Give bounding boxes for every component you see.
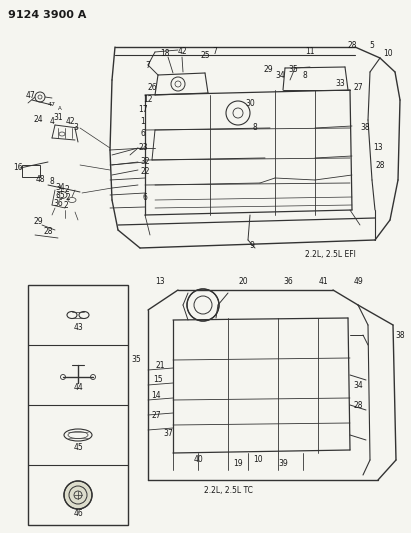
- Text: 35: 35: [288, 66, 298, 75]
- Text: 6: 6: [141, 130, 145, 139]
- Text: 39: 39: [278, 458, 288, 467]
- Text: 15: 15: [153, 376, 163, 384]
- Text: 10: 10: [383, 50, 393, 59]
- Text: 14: 14: [151, 391, 161, 400]
- Text: 5: 5: [369, 42, 374, 51]
- Text: 8: 8: [253, 124, 257, 133]
- Text: 36: 36: [283, 278, 293, 287]
- Text: 47: 47: [48, 101, 56, 107]
- Text: 12: 12: [143, 94, 153, 103]
- Bar: [28, 285, 128, 525]
- Text: 3: 3: [74, 124, 79, 133]
- Text: 49: 49: [353, 278, 363, 287]
- Bar: [22, 165, 40, 177]
- Text: 48: 48: [35, 175, 45, 184]
- Text: 37: 37: [163, 429, 173, 438]
- Text: 25: 25: [200, 51, 210, 60]
- Text: 33: 33: [335, 78, 345, 87]
- Text: 8: 8: [50, 177, 54, 187]
- Text: 7: 7: [212, 47, 217, 56]
- Text: 22: 22: [140, 167, 150, 176]
- Text: 16: 16: [13, 164, 23, 173]
- Text: 28: 28: [347, 42, 357, 51]
- Text: 7: 7: [145, 61, 150, 70]
- Text: 28: 28: [375, 160, 385, 169]
- Text: 34: 34: [353, 381, 363, 390]
- Text: 34: 34: [275, 71, 285, 80]
- Text: 8: 8: [302, 71, 307, 80]
- Text: 23: 23: [138, 143, 148, 152]
- Text: 2.2L, 2.5L EFI: 2.2L, 2.5L EFI: [305, 251, 356, 260]
- Text: 6: 6: [143, 193, 148, 203]
- Text: 36: 36: [53, 198, 63, 207]
- Text: 11: 11: [305, 47, 315, 56]
- Text: 19: 19: [233, 458, 243, 467]
- Text: 42: 42: [65, 117, 75, 126]
- Text: 41: 41: [318, 278, 328, 287]
- Text: 46: 46: [73, 508, 83, 518]
- Text: 1: 1: [141, 117, 145, 126]
- Text: 28: 28: [353, 400, 363, 409]
- Text: 18: 18: [160, 49, 170, 58]
- Text: 35: 35: [131, 356, 141, 365]
- Text: 2.2L, 2.5L TC: 2.2L, 2.5L TC: [203, 486, 252, 495]
- Text: 4: 4: [50, 117, 54, 126]
- Text: 21: 21: [155, 360, 165, 369]
- Text: 43: 43: [73, 322, 83, 332]
- Text: 10: 10: [253, 456, 263, 464]
- Circle shape: [64, 481, 92, 509]
- Text: 9124 3900 A: 9124 3900 A: [8, 10, 86, 20]
- Text: 24: 24: [33, 116, 43, 125]
- Text: 40: 40: [193, 456, 203, 464]
- Text: 27: 27: [151, 410, 161, 419]
- Text: 17: 17: [138, 106, 148, 115]
- Text: 29: 29: [33, 217, 43, 227]
- Text: 31: 31: [53, 114, 63, 123]
- Text: 34: 34: [55, 183, 65, 192]
- Text: 45: 45: [73, 442, 83, 451]
- Text: 35: 35: [55, 191, 65, 200]
- Circle shape: [187, 289, 219, 321]
- Text: 32: 32: [140, 157, 150, 166]
- Text: 9: 9: [249, 240, 254, 249]
- Text: 42: 42: [177, 47, 187, 56]
- Text: 29: 29: [263, 66, 273, 75]
- Text: 44: 44: [73, 384, 83, 392]
- Text: 2: 2: [66, 193, 70, 203]
- Text: 47: 47: [25, 92, 35, 101]
- Text: 28: 28: [43, 228, 53, 237]
- Text: 13: 13: [155, 278, 165, 287]
- Text: 26: 26: [147, 83, 157, 92]
- Text: 38: 38: [360, 124, 370, 133]
- Text: 2: 2: [64, 200, 68, 209]
- Text: 13: 13: [373, 143, 383, 152]
- Text: 38: 38: [395, 330, 405, 340]
- Text: 27: 27: [353, 84, 363, 93]
- Text: A: A: [58, 106, 62, 110]
- Text: 2: 2: [65, 185, 69, 195]
- Text: 20: 20: [238, 278, 248, 287]
- Text: 30: 30: [245, 100, 255, 109]
